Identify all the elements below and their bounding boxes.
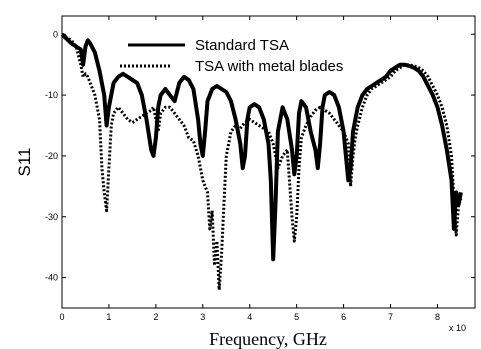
y-tick-label: -30	[45, 212, 58, 222]
y-tick-label: -10	[45, 90, 58, 100]
legend: Standard TSA TSA with metal blades	[120, 37, 343, 75]
x-tick-label: 5	[294, 312, 299, 322]
axis-ticks: 0 1 2 3 4 5 6 7 8 0 -10 -20 -30 -40	[45, 16, 475, 322]
x-tick-label: 1	[106, 312, 111, 322]
x-tick-label: 3	[200, 312, 205, 322]
x-tick-label: 6	[341, 312, 346, 322]
y-tick-label: 0	[53, 29, 58, 39]
x-axis-exponent-label: x 10	[449, 323, 466, 333]
y-axis-label: S11	[15, 148, 34, 177]
series-line-tsa-metal-blades	[61, 33, 463, 292]
x-tick-label: 2	[153, 312, 158, 322]
x-tick-label: 4	[247, 312, 252, 322]
legend-label-standard-tsa: Standard TSA	[195, 37, 289, 54]
y-tick-label: -40	[45, 273, 58, 283]
y-tick-label: -20	[45, 151, 58, 161]
series-layer	[60, 32, 463, 292]
x-axis-label: Frequency, GHz	[209, 329, 327, 349]
x-tick-label: 8	[435, 312, 440, 322]
x-tick-label: 0	[59, 312, 64, 322]
legend-label-tsa-metal-blades: TSA with metal blades	[195, 58, 343, 75]
x-tick-label: 7	[388, 312, 393, 322]
series-line-standard-tsa	[60, 32, 463, 262]
